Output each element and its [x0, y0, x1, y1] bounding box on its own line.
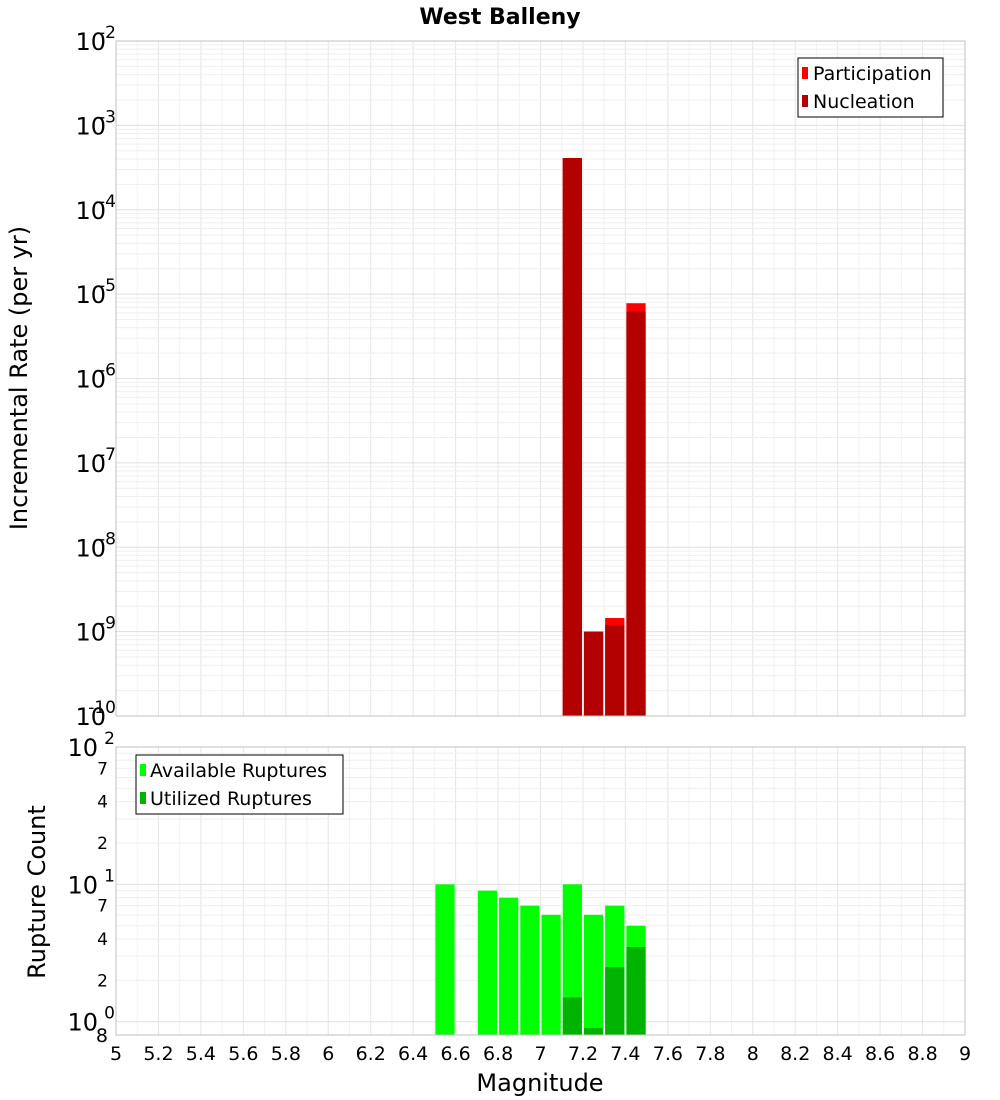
- top-y-tick-exponent: -3: [99, 107, 116, 127]
- bottom-y-tick-label: 10: [67, 734, 98, 762]
- x-tick-label: 7.4: [610, 1043, 640, 1065]
- top-plot: 10-210-310-410-510-610-710-810-910-10 In…: [5, 23, 966, 731]
- x-tick-label: 7.6: [653, 1043, 683, 1065]
- top-plot-frame: [115, 40, 966, 717]
- nucleation-bar: [605, 624, 625, 716]
- x-tick-label: 8: [747, 1043, 759, 1065]
- top-y-tick-label: 10: [75, 450, 106, 478]
- x-tick-label: 6: [322, 1043, 334, 1065]
- available-ruptures-bar: [583, 914, 604, 1035]
- x-tick-label: 8.4: [823, 1043, 853, 1065]
- x-tick-label: 9: [959, 1043, 971, 1065]
- x-axis-ticks: 5 5.2 5.4 5.6 5.8 6 6.2 6.4 6.6 6.8 7 7.2 7.4 7.6 7.8 8…: [110, 1043, 971, 1065]
- top-y-tick-label: 10: [75, 366, 106, 394]
- bottom-y-axis-ticks: 10 2 10 1 10 0 7 4 2 7 4 2 8: [67, 729, 115, 1047]
- bottom-y-minor-tick-label: 2: [97, 834, 108, 854]
- bottom-plot-bars: [435, 884, 646, 1035]
- top-y-tick-label: 10: [75, 281, 106, 309]
- utilized-ruptures-bar: [583, 1027, 604, 1035]
- bottom-plot: 10 2 10 1 10 0 7 4 2 7 4 2 8 5 5.2 5.4 5.6 5.8 6 6.2 6.4 6.6…: [23, 729, 971, 1097]
- top-legend-box: [797, 57, 944, 118]
- top-y-tick-label: 10: [75, 619, 106, 647]
- bottom-plot-grid: [115, 747, 966, 1035]
- bottom-y-minor-tick-label: 7: [97, 759, 108, 779]
- top-plot-grid: [115, 41, 966, 717]
- x-tick-label: 8.6: [865, 1043, 895, 1065]
- bottom-y-tick-label: 10: [67, 871, 98, 899]
- nucleation-bar: [626, 311, 646, 716]
- top-y-tick-label: 10: [75, 28, 106, 56]
- bottom-y-minor-tick-label: 7: [97, 897, 108, 917]
- top-y-axis-label: Incremental Rate (per yr): [5, 226, 33, 530]
- utilized-ruptures-bar: [605, 967, 625, 1035]
- legend-label-utilized: Utilized Ruptures: [150, 788, 312, 810]
- x-tick-label: 5.4: [186, 1043, 216, 1065]
- x-axis-label: Magnitude: [476, 1069, 603, 1097]
- top-y-tick-exponent: -5: [99, 276, 116, 296]
- x-tick-label: 7.8: [695, 1043, 725, 1065]
- x-tick-label: 5.2: [143, 1043, 173, 1065]
- bottom-y-tick-label: 10: [67, 1009, 98, 1037]
- utilized-ruptures-bar: [562, 997, 582, 1035]
- nucleation-bar: [562, 158, 582, 716]
- utilized-ruptures-bar: [626, 946, 646, 1035]
- x-tick-label: 5.8: [271, 1043, 301, 1065]
- bottom-y-axis-label: Rupture Count: [23, 805, 51, 979]
- chart-title: West Balleny: [419, 5, 580, 30]
- available-ruptures-bar: [477, 890, 498, 1035]
- x-tick-label: 6.8: [483, 1043, 513, 1065]
- legend-label-available: Available Ruptures: [150, 760, 327, 782]
- top-y-tick-exponent: -7: [99, 445, 116, 465]
- top-y-tick-label: 10: [75, 703, 106, 731]
- x-tick-label: 8.2: [780, 1043, 810, 1065]
- top-y-tick-exponent: -2: [99, 23, 116, 43]
- bottom-legend-box: [135, 754, 344, 815]
- x-tick-label: 6.6: [440, 1043, 470, 1065]
- x-tick-label: 5.6: [228, 1043, 258, 1065]
- bottom-y-tick-exponent: 0: [104, 1004, 115, 1024]
- x-tick-label: 7.2: [568, 1043, 598, 1065]
- top-legend: Participation Nucleation: [797, 57, 944, 118]
- bottom-plot-frame: [115, 746, 966, 1036]
- bottom-y-minor-tick-label: 4: [97, 793, 108, 813]
- legend-swatch-nucleation: [802, 95, 808, 107]
- available-ruptures-bar: [499, 897, 519, 1035]
- x-tick-label: 7: [534, 1043, 546, 1065]
- bottom-y-tick-exponent: 2: [104, 729, 115, 749]
- bottom-y-tick-exponent: 1: [104, 866, 115, 886]
- bottom-legend: Available Ruptures Utilized Ruptures: [135, 754, 344, 815]
- top-y-tick-exponent: -6: [99, 361, 116, 381]
- x-tick-label: 5: [110, 1043, 122, 1065]
- x-tick-label: 6.2: [356, 1043, 386, 1065]
- available-ruptures-bar: [541, 914, 561, 1035]
- bottom-y-minor-tick-label: 2: [97, 971, 108, 991]
- available-ruptures-bar: [562, 884, 582, 1035]
- legend-swatch-available: [140, 764, 146, 776]
- top-y-tick-exponent: -4: [99, 192, 116, 212]
- top-y-tick-exponent: -8: [99, 529, 116, 549]
- top-y-tick-label: 10: [75, 197, 106, 225]
- x-tick-label: 8.8: [907, 1043, 937, 1065]
- legend-label-participation: Participation: [813, 63, 932, 85]
- bottom-y-minor-tick-label: 4: [97, 930, 108, 950]
- top-y-tick-label: 10: [75, 534, 106, 562]
- available-ruptures-bar: [520, 905, 540, 1035]
- top-y-tick-exponent: -9: [99, 614, 116, 634]
- x-tick-label: 6.4: [398, 1043, 428, 1065]
- legend-swatch-participation: [802, 67, 808, 79]
- bottom-y-minor-tick-label: 8: [96, 1025, 108, 1047]
- top-y-tick-label: 10: [75, 112, 106, 140]
- nucleation-bar: [583, 631, 604, 716]
- top-plot-bars: [562, 158, 646, 716]
- top-y-axis-ticks: 10-210-310-410-510-610-710-810-910-10: [75, 23, 116, 731]
- legend-swatch-utilized: [140, 792, 146, 804]
- top-y-tick-exponent: -10: [88, 698, 116, 718]
- legend-label-nucleation: Nucleation: [813, 91, 915, 113]
- available-ruptures-bar: [435, 884, 455, 1035]
